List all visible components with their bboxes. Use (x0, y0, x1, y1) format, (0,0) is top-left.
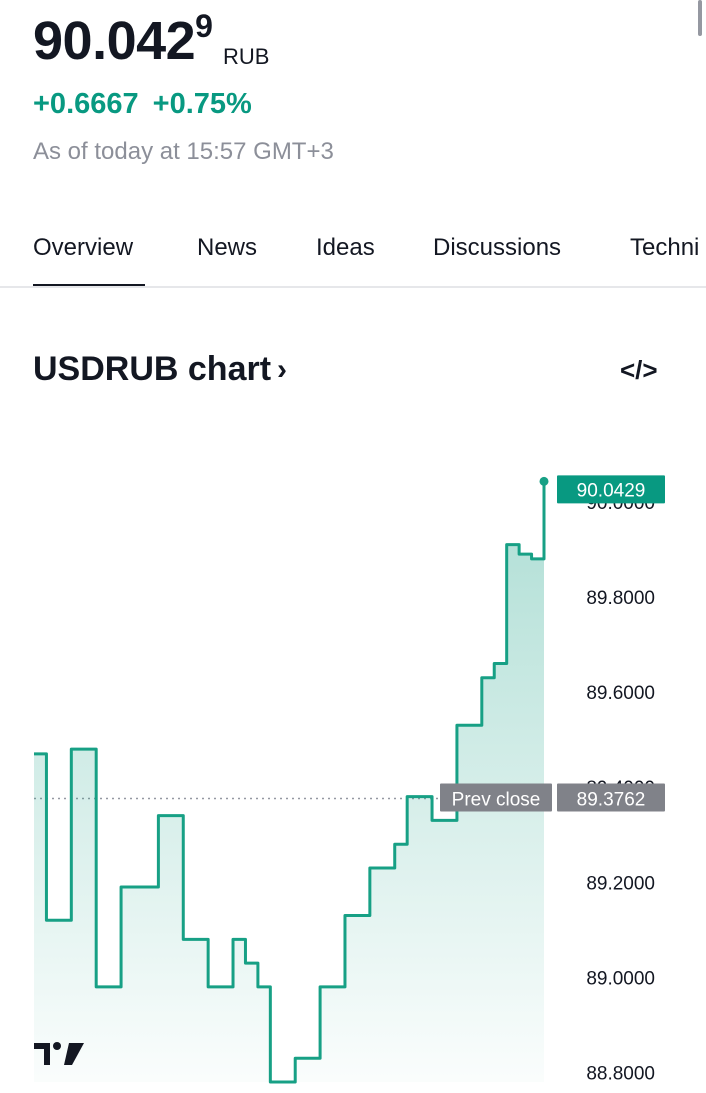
last-price-dot (539, 476, 549, 486)
change-percent: +0.75% (152, 88, 252, 120)
last-price-badge: 90.0429 (557, 475, 665, 504)
currency-code: RUB (222, 44, 270, 69)
tradingview-logo (34, 1042, 84, 1065)
y-tick-label: 89.0000 (586, 968, 655, 989)
tab-ideas[interactable]: Ideas (316, 234, 375, 261)
price-main: 90.042 (33, 11, 196, 71)
y-tick-label: 88.8000 (586, 1063, 655, 1084)
quote-timestamp: As of today at 15:57 GMT+3 (33, 138, 334, 165)
y-tick-label: 89.2000 (586, 873, 655, 894)
last-price-value: 90.0429 (577, 480, 646, 501)
chart-title-link[interactable]: USDRUB chart › (33, 350, 287, 389)
y-tick-label: 89.6000 (586, 683, 655, 704)
active-tab-indicator (33, 284, 145, 286)
prev-close-value: 89.3762 (577, 789, 646, 810)
change-absolute: +0.6667 (33, 88, 139, 120)
price-display: 90.042 9 RUB (33, 10, 270, 71)
code-embed-icon[interactable]: </> (620, 355, 658, 385)
tab-discussions[interactable]: Discussions (433, 234, 562, 261)
tab-news[interactable]: News (197, 234, 258, 261)
y-tick-label: 89.8000 (586, 588, 655, 609)
price-change: +0.6667 +0.75% (33, 88, 252, 121)
scroll-indicator[interactable] (698, 0, 702, 36)
tab-overview[interactable]: Overview (33, 234, 134, 261)
prev-close-badge: Prev close 89.3762 (440, 783, 665, 812)
price-line (34, 481, 546, 1084)
tab-technicals[interactable]: Techni (630, 234, 700, 261)
price-superscript-digit: 9 (195, 8, 213, 44)
price-area (34, 481, 544, 1082)
prev-close-text: Prev close (452, 789, 541, 810)
chart-title: USDRUB chart (33, 350, 272, 388)
chevron-right-icon: › (277, 352, 288, 386)
tab-bar: Overview News Ideas Discussions Techni (0, 230, 706, 288)
